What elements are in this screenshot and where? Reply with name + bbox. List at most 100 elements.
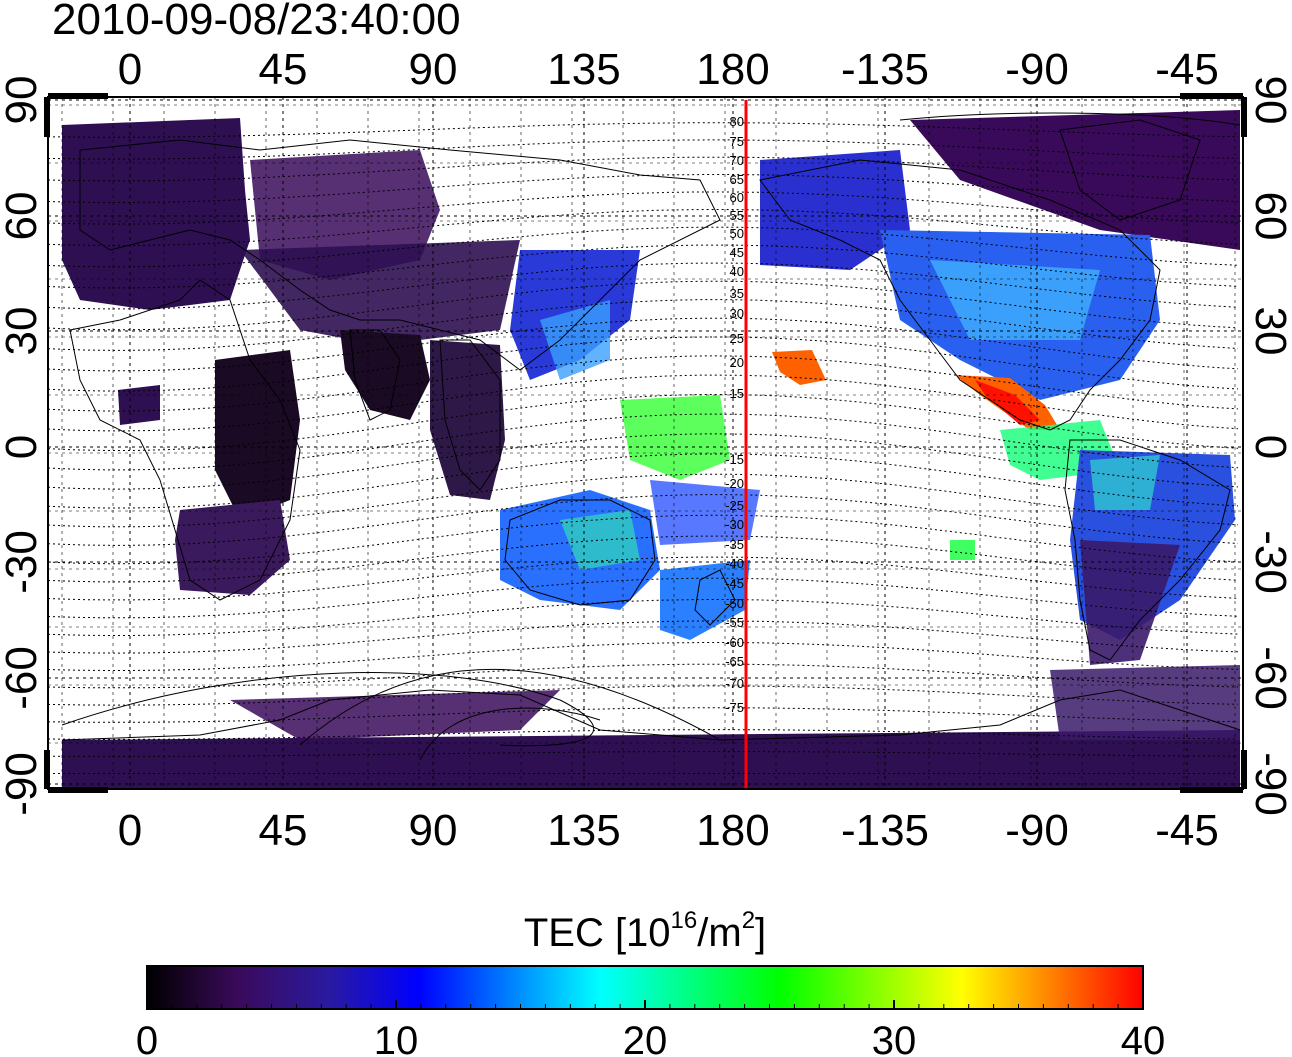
lon-label-bottom: 90: [409, 806, 458, 855]
meridian-label: -75: [725, 700, 744, 715]
magnetic-contour: [48, 707, 1239, 723]
lat-label-right: 90: [1246, 76, 1292, 125]
lat-label-left: 30: [0, 307, 46, 356]
meridian-label: 45: [730, 245, 744, 260]
coastlines: [61, 119, 1241, 741]
lon-label-top: -45: [1155, 45, 1219, 94]
meridian-label: 70: [730, 153, 744, 168]
lon-label-bottom: 135: [547, 806, 620, 855]
lon-label-top: 45: [259, 45, 308, 94]
magnetic-contour: [48, 514, 1239, 565]
meridian-label: 80: [730, 114, 744, 129]
magnetic-contour: [48, 453, 1239, 509]
coast-nz: [694, 569, 736, 626]
lon-label-top: 90: [409, 45, 458, 94]
meridian-label: -40: [725, 556, 744, 571]
tec-region-australia-core: [560, 510, 640, 570]
tec-region-africa-west: [118, 385, 160, 425]
lon-label-top: -135: [841, 45, 929, 94]
coast-eurasia: [79, 139, 721, 371]
meridian-label: 40: [730, 264, 744, 279]
lon-label-bottom: 0: [118, 806, 142, 855]
map-content: 80 75 70 65 60 55 50 45 40 35 30 25 20 15 -15 -20 -25 -30…: [48, 97, 1243, 789]
meridian-label: 35: [730, 286, 744, 301]
tec-region-antarctica: [62, 730, 1240, 789]
lon-label-bottom: -90: [1005, 806, 1069, 855]
meridian-label: 65: [730, 172, 744, 187]
lat-label-right: -90: [1246, 752, 1292, 816]
coast-india: [349, 329, 401, 421]
magnetic-contour: [48, 663, 1239, 689]
lat-label-left: 90: [0, 76, 46, 125]
tec-region-pacific: [620, 395, 730, 480]
lat-label-left: 60: [0, 192, 46, 241]
tec-region-japan: [540, 300, 610, 380]
lon-label-bottom: -45: [1155, 806, 1219, 855]
coast-australia: [504, 499, 656, 606]
lat-label-right: 30: [1246, 307, 1292, 356]
colorbar-ticks: 0 10 20 30 40: [136, 1000, 1165, 1057]
tec-region-sa-north: [1090, 455, 1160, 510]
coast-south-america: [1064, 439, 1231, 661]
tec-region-antarctica-upper: [230, 690, 560, 740]
meridian-label: -50: [725, 596, 744, 611]
lon-label-top: 180: [696, 45, 769, 94]
colorbar-tick-label: 20: [623, 1019, 668, 1057]
tec-region-new-zealand: [660, 560, 750, 640]
magnetic-contours: [48, 122, 1239, 774]
magnetic-contour: [48, 556, 1239, 601]
coast-north-america: [759, 159, 1161, 431]
magnetic-contour: [48, 209, 1239, 246]
magnetic-contour: [48, 433, 1239, 490]
meridian-label: -45: [725, 576, 744, 591]
tec-region-alaska: [760, 150, 910, 270]
lat-label-right: 0: [1246, 435, 1292, 459]
colorbar-tick-label: 30: [872, 1019, 917, 1057]
lat-label-left: 0: [0, 435, 46, 459]
lat-label-left: -60: [0, 646, 46, 710]
meridian-label: 25: [730, 331, 744, 346]
meridian-labels: 80 75 70 65 60 55 50 45 40 35 30 25 20 15 -15 -20 -25 -30…: [725, 114, 744, 715]
lat-label-right: -60: [1246, 646, 1292, 710]
magnetic-contour: [48, 494, 1239, 546]
longitude-labels-top: 0 45 90 135 180 -135 -90 -45: [118, 45, 1219, 94]
meridian-label: 75: [730, 134, 744, 149]
lat-label-right: 60: [1246, 192, 1292, 241]
tec-region-middle-east: [240, 240, 520, 345]
tec-region-south-pacific-east: [950, 540, 975, 560]
latitude-labels-left: 90 60 30 0 -30 -60 -90: [0, 76, 46, 816]
meridian-label: -15: [725, 452, 744, 467]
magnetic-contour: [48, 226, 1239, 268]
lon-label-bottom: 180: [696, 806, 769, 855]
coast-europe-africa: [69, 279, 301, 601]
tec-region-sa-south: [1080, 540, 1180, 665]
south-pole-contour-2: [299, 668, 721, 746]
magnetic-contour: [48, 244, 1239, 289]
longitude-labels-bottom: 0 45 90 135 180 -135 -90 -45: [118, 806, 1219, 855]
tec-region-africa-north: [215, 350, 300, 520]
colorbar-label: TEC [1016/m2]: [524, 907, 766, 955]
meridian-label: 30: [730, 306, 744, 321]
magnetic-contour: [48, 139, 1239, 160]
colorbar-tick-label: 10: [374, 1019, 419, 1057]
magnetic-contour: [48, 642, 1239, 671]
magnetic-contour: [48, 156, 1239, 182]
lon-label-bottom: 45: [259, 806, 308, 855]
meridian-label: -35: [725, 537, 744, 552]
coast-antarctica: [61, 689, 1241, 741]
magnetic-contour: [48, 374, 1239, 432]
meridian-label: -70: [725, 676, 744, 691]
magnetic-contour: [48, 336, 1239, 392]
meridian-label: 15: [730, 386, 744, 401]
magnetic-contour: [48, 355, 1239, 412]
meridian-label: 50: [730, 226, 744, 241]
magnetic-contour: [48, 317, 1239, 372]
north-pole-contour: [899, 112, 1241, 126]
south-pole-contour-3: [419, 707, 601, 761]
meridian-label: -25: [725, 498, 744, 513]
magnetic-contour: [48, 122, 1239, 138]
meridian-label: 55: [730, 208, 744, 223]
lon-label-top: 135: [547, 45, 620, 94]
tec-region-europe: [62, 118, 250, 310]
